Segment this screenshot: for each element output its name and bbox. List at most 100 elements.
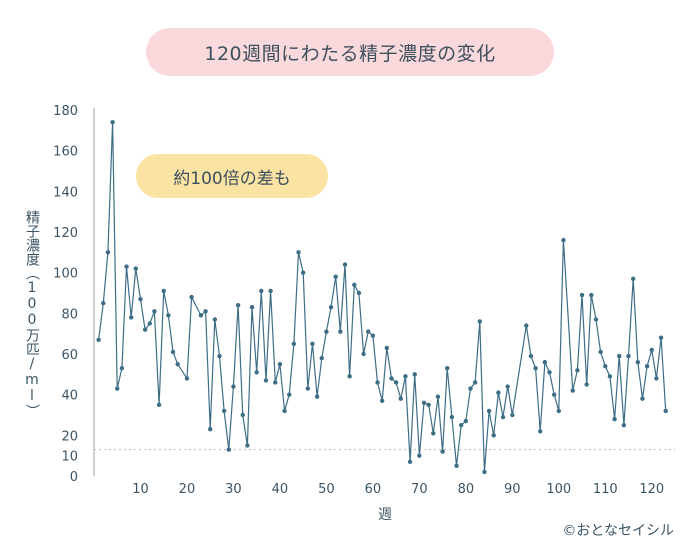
x-tick-label: 70 <box>411 482 428 497</box>
data-point <box>621 422 627 428</box>
data-point <box>496 390 501 395</box>
data-point <box>407 459 413 464</box>
data-point <box>435 394 441 399</box>
data-point <box>370 333 376 338</box>
y-tick-label: 100 <box>53 267 78 282</box>
data-point <box>128 315 134 320</box>
y-tick-label: 0 <box>70 470 78 485</box>
data-point <box>356 290 362 296</box>
data-point <box>449 414 455 420</box>
data-point <box>296 250 301 255</box>
data-point <box>644 364 650 369</box>
data-point <box>477 319 482 324</box>
series-line <box>98 121 667 473</box>
data-point <box>431 431 436 436</box>
data-point <box>547 370 552 375</box>
data-point <box>468 386 473 391</box>
y-tick-label: 160 <box>53 145 78 160</box>
data-point <box>254 370 259 375</box>
data-point <box>324 329 329 334</box>
x-tick-label: 80 <box>458 482 475 497</box>
data-point <box>389 376 394 381</box>
data-point <box>161 288 166 294</box>
chart-title: 120週間にわたる精子濃度の変化 <box>146 28 554 76</box>
data-point <box>231 384 236 389</box>
data-point <box>598 349 603 355</box>
data-point <box>249 305 255 310</box>
data-point <box>445 366 450 371</box>
data-point <box>291 341 297 347</box>
data-point <box>617 353 622 359</box>
data-point <box>268 288 273 294</box>
x-tick-label: 60 <box>365 482 382 497</box>
data-point <box>152 309 157 314</box>
data-point <box>277 361 283 367</box>
series-group <box>96 120 668 475</box>
data-point <box>142 327 148 332</box>
data-point <box>198 313 204 318</box>
data-point <box>235 303 241 308</box>
data-point <box>635 359 641 365</box>
data-point <box>403 374 408 379</box>
data-point <box>556 408 561 414</box>
data-point <box>166 313 171 318</box>
data-point <box>366 329 371 334</box>
data-point <box>505 384 510 389</box>
data-point <box>607 374 613 379</box>
data-point <box>347 374 352 379</box>
data-point <box>384 345 390 351</box>
data-point <box>398 396 403 401</box>
y-tick-label: 10 <box>61 450 78 465</box>
data-point <box>658 335 664 340</box>
data-point <box>138 296 143 302</box>
data-point <box>282 408 287 414</box>
data-point <box>226 447 231 452</box>
data-point <box>212 317 218 322</box>
data-point <box>575 368 580 373</box>
data-point <box>124 264 129 269</box>
x-tick-label: 90 <box>504 482 521 497</box>
data-point <box>626 353 631 359</box>
data-point <box>472 380 478 385</box>
data-point <box>649 347 654 353</box>
data-point <box>584 382 589 387</box>
data-point <box>630 276 636 281</box>
data-point <box>352 282 357 288</box>
data-point <box>305 386 311 391</box>
data-point <box>338 329 343 334</box>
data-point <box>417 453 422 458</box>
data-point <box>440 449 445 454</box>
y-tick-label: 20 <box>61 429 78 444</box>
x-tick-label: 40 <box>272 482 289 497</box>
data-point <box>379 398 385 403</box>
data-point <box>217 353 222 359</box>
data-point <box>361 351 366 357</box>
data-point <box>500 414 506 420</box>
x-axis-label: 週 <box>378 507 392 523</box>
y-axis-label: 精子濃度（100万匹/ml） <box>24 210 40 418</box>
data-point <box>175 361 180 367</box>
data-point <box>375 380 380 385</box>
data-point <box>510 412 515 418</box>
data-point <box>259 288 264 294</box>
data-point <box>314 394 320 399</box>
data-point <box>603 364 608 369</box>
data-point <box>528 353 534 359</box>
data-point <box>538 429 543 434</box>
data-point <box>482 469 487 475</box>
y-tick-label: 60 <box>61 348 78 363</box>
data-point <box>105 250 111 255</box>
x-tick-label: 100 <box>546 482 571 497</box>
data-point <box>110 120 115 125</box>
data-point <box>263 378 269 383</box>
data-point <box>184 376 190 381</box>
data-point <box>119 366 125 371</box>
data-point <box>640 396 645 401</box>
data-point <box>454 463 459 469</box>
data-point <box>542 359 548 365</box>
y-tick-label: 140 <box>53 185 78 200</box>
data-point <box>319 355 324 361</box>
data-point <box>208 427 213 432</box>
tick-labels: 0 10 20 40 60 80 100 120 140 160 180 10 20 30 40 50 60 70… <box>53 104 664 497</box>
